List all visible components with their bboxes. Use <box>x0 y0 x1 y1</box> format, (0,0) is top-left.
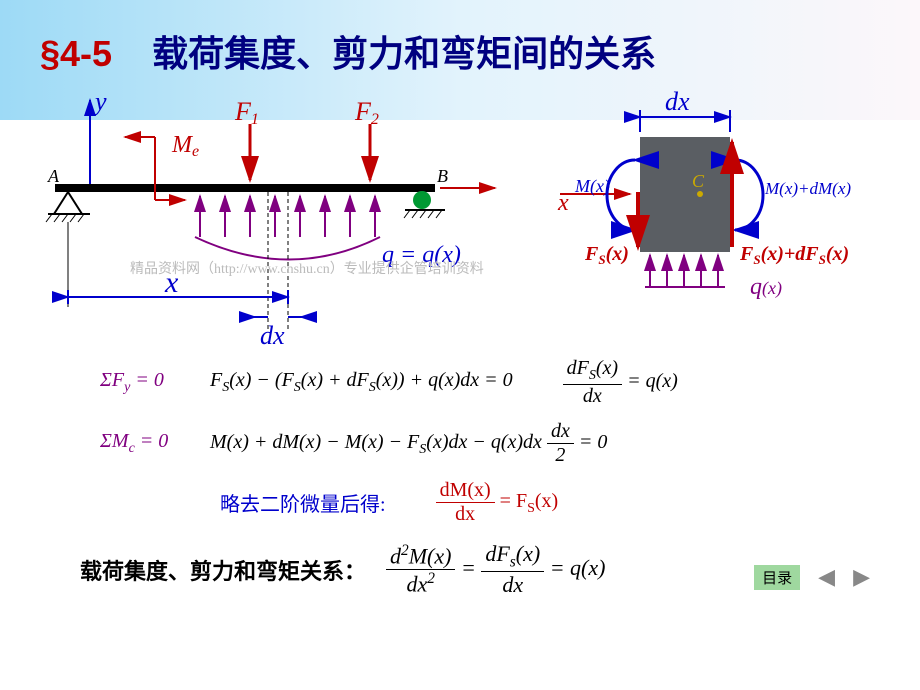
point-a-label: A <box>47 166 60 186</box>
element-svg: dx C x M(x) M(x)+dM(x) FS(x) <box>500 82 900 352</box>
toc-button[interactable]: 目录 <box>754 565 800 590</box>
equation-fy: ΣFy = 0 FS(x) − (FS(x) + dFS(x)) + q(x)d… <box>100 357 920 408</box>
moment-right-label: M(x)+dM(x) <box>764 179 851 198</box>
mc-body: M(x) + dM(x) − M(x) − FS(x)dx − q(x)dx d… <box>210 420 607 467</box>
fy-label: ΣFy = 0 <box>100 369 210 396</box>
fy-body: FS(x) − (FS(x) + dFS(x)) + q(x)dx = 0 <box>210 369 513 396</box>
shear-right-label: FS(x)+dFS(x) <box>739 243 849 267</box>
element-diagram: dx C x M(x) M(x)+dM(x) FS(x) <box>500 82 900 352</box>
moment-left-label: M(x) <box>574 176 610 197</box>
final-label-text: 载荷集度、剪力和弯矩关系： <box>80 554 366 586</box>
title-text: 载荷集度、剪力和弯矩间的关系 <box>152 33 656 74</box>
dx-label: dx <box>260 321 285 350</box>
prev-arrow-icon[interactable]: ◀ <box>818 564 835 590</box>
force-f2-label: F2 <box>354 97 379 128</box>
watermark-text: 精品资料网（http://www.cnshu.cn）专业提供企管培训资料 <box>130 258 484 278</box>
slide-content: §4-5 载荷集度、剪力和弯矩间的关系 <box>0 0 920 598</box>
point-c-label: C <box>692 171 705 191</box>
point-b-label: B <box>437 166 448 186</box>
elem-q-label: q(x) <box>750 274 782 300</box>
elem-x-label: x <box>557 190 569 216</box>
final-equation: d2M(x)dx2 = dFs(x)dx = q(x) <box>386 541 605 598</box>
mc-label: ΣMc = 0 <box>100 430 210 457</box>
shear-left-label: FS(x) <box>584 243 629 267</box>
elem-dx-label: dx <box>665 87 690 116</box>
fy-result: dFS(x)dx = q(x) <box>563 357 678 408</box>
note-text: 略去二阶微量后得: <box>220 488 386 517</box>
equations-block: ΣFy = 0 FS(x) − (FS(x) + dFS(x)) + q(x)d… <box>100 357 920 526</box>
diagram-row: y A B <box>0 82 920 352</box>
moment-me-label: Me <box>171 132 199 160</box>
note-result: dM(x)dx = FS(x) <box>436 479 559 526</box>
next-arrow-icon[interactable]: ▶ <box>853 564 870 590</box>
section-number: §4-5 <box>40 33 112 74</box>
note-row: 略去二阶微量后得: dM(x)dx = FS(x) <box>220 479 920 526</box>
nav-bar: 目录 ◀ ▶ <box>754 564 870 590</box>
beam-svg: y A B <box>0 82 500 352</box>
force-f1-label: F1 <box>234 97 259 128</box>
y-axis-label: y <box>92 87 107 116</box>
slide-title: §4-5 载荷集度、剪力和弯矩间的关系 <box>0 0 920 77</box>
beam-diagram: y A B <box>0 82 500 352</box>
equation-mc: ΣMc = 0 M(x) + dM(x) − M(x) − FS(x)dx − … <box>100 420 920 467</box>
